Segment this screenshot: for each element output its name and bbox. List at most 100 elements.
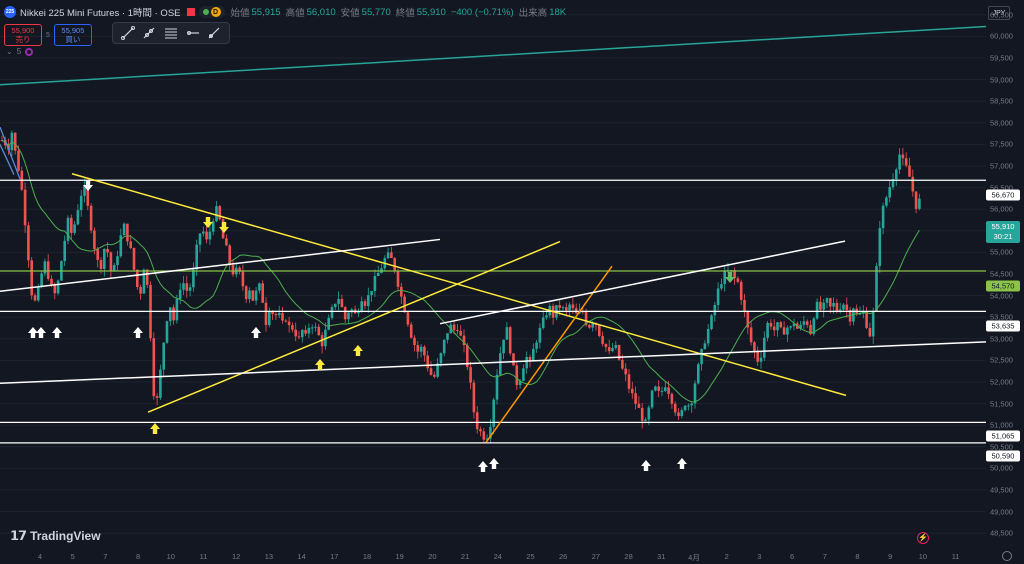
candle-body — [492, 399, 495, 427]
candle-body — [159, 369, 162, 398]
low-label: 安値 — [340, 8, 360, 19]
arrow-stem — [317, 365, 323, 370]
candle-body — [621, 359, 624, 369]
candle-body — [525, 356, 528, 369]
arrow-stem — [152, 429, 158, 434]
candle-body — [225, 238, 228, 246]
candle-body — [875, 266, 878, 312]
candle-body — [103, 248, 106, 269]
candle-body — [56, 280, 60, 294]
buy-button[interactable]: 55,905 買い — [53, 24, 92, 46]
candle-body — [462, 335, 466, 346]
white-up-arrow-icon — [489, 458, 499, 469]
ray-tool-icon[interactable] — [140, 25, 158, 41]
candle-body — [627, 374, 631, 389]
arrow-stem — [54, 333, 60, 338]
session-status-pill[interactable]: D — [198, 6, 225, 18]
sell-button[interactable]: 55,900 売り — [4, 24, 42, 46]
candle-body — [518, 380, 522, 386]
horizontal-ray-tool-icon[interactable] — [184, 25, 202, 41]
fib-tool-icon[interactable] — [162, 25, 180, 41]
candle-body — [79, 195, 83, 211]
low-value: 55,770 — [361, 6, 391, 18]
time-tick-label: 17 — [330, 552, 339, 561]
candle-body — [723, 271, 726, 285]
candle-body — [838, 309, 842, 312]
candle-body — [687, 405, 690, 407]
market-status-flag-icon[interactable] — [186, 8, 195, 16]
candle-body — [644, 419, 647, 421]
candle-body — [297, 336, 301, 338]
settings-gear-icon[interactable] — [1002, 551, 1012, 561]
candle-body — [667, 387, 670, 394]
candle-body — [70, 217, 73, 233]
candle-body — [591, 323, 594, 328]
candle-body — [739, 281, 743, 300]
arrow-head — [133, 327, 143, 333]
trend-line-tool-icon[interactable] — [119, 25, 137, 41]
candle-body — [50, 278, 53, 286]
indicator-row[interactable]: ⌄ 5 — [6, 47, 34, 56]
candle-body — [446, 333, 449, 340]
brush-tool-icon[interactable] — [205, 25, 223, 41]
upper-channel-white — [439, 240, 846, 325]
candle-body — [386, 252, 390, 259]
candle-body — [614, 345, 618, 348]
collapse-chevron-icon[interactable]: ⌄ — [6, 47, 13, 56]
level-tag-53635: 53,635 — [986, 320, 1020, 332]
candle-body — [162, 342, 165, 370]
time-tick-label: 12 — [232, 552, 241, 561]
candle-body — [842, 304, 845, 310]
candle-body — [693, 383, 697, 404]
candle-body — [40, 273, 43, 288]
time-tick-label: 6 — [790, 552, 795, 561]
time-tick-label: 31 — [657, 552, 666, 561]
tradingview-logo[interactable]: 𝟭𝟳 TradingView — [10, 528, 101, 544]
candle-body — [512, 353, 515, 366]
candle-body — [736, 278, 740, 282]
candle-body — [129, 241, 132, 248]
lightning-icon[interactable]: ⚡ — [917, 532, 929, 544]
candle-body — [565, 307, 568, 311]
candle-body — [881, 205, 885, 229]
candle-body — [769, 322, 773, 327]
candle-body — [611, 347, 614, 352]
candle-body — [495, 374, 499, 400]
symbol-title[interactable]: Nikkei 225 Mini Futures · 1時間 · OSE — [20, 8, 181, 19]
candle-body — [634, 393, 637, 404]
trendlines — [0, 25, 987, 443]
candle-body — [485, 438, 489, 440]
candle-body — [891, 179, 895, 188]
candle-body — [271, 311, 274, 315]
indicator-visibility-icon[interactable] — [25, 47, 34, 56]
arrow-stem — [38, 333, 44, 338]
candle-body — [409, 324, 413, 338]
candle-body — [261, 283, 264, 303]
candlestick-series — [0, 130, 921, 444]
arrow-head — [52, 327, 62, 333]
symbol-logo[interactable]: 225 — [4, 6, 16, 18]
candle-body — [400, 286, 403, 297]
candle-body — [37, 287, 40, 301]
arrow-stem — [480, 467, 486, 472]
candle-body — [697, 364, 700, 384]
arrow-head — [677, 458, 687, 464]
time-tick-label: 19 — [395, 552, 404, 561]
candle-body — [607, 347, 611, 352]
candle-body — [169, 307, 172, 322]
candle-body — [772, 326, 776, 331]
candle-body — [871, 311, 875, 337]
white-up-arrow-icon — [133, 327, 143, 338]
currency-selector[interactable]: JPY — [988, 6, 1010, 20]
price-tick-label: 59,500 — [990, 53, 1013, 63]
time-tick-label: 8 — [136, 552, 141, 561]
candle-body — [720, 284, 723, 289]
price-axis[interactable]: 60,500 60,000 59,500 59,000 58,500 58,000 57,5… — [986, 0, 1024, 564]
candle-body — [535, 342, 538, 349]
price-tick-label: 51,500 — [990, 399, 1013, 409]
candle-body — [231, 265, 235, 275]
ascending-trendline-yellow — [147, 240, 561, 413]
candle-body — [515, 365, 519, 386]
candle-body — [175, 298, 179, 321]
